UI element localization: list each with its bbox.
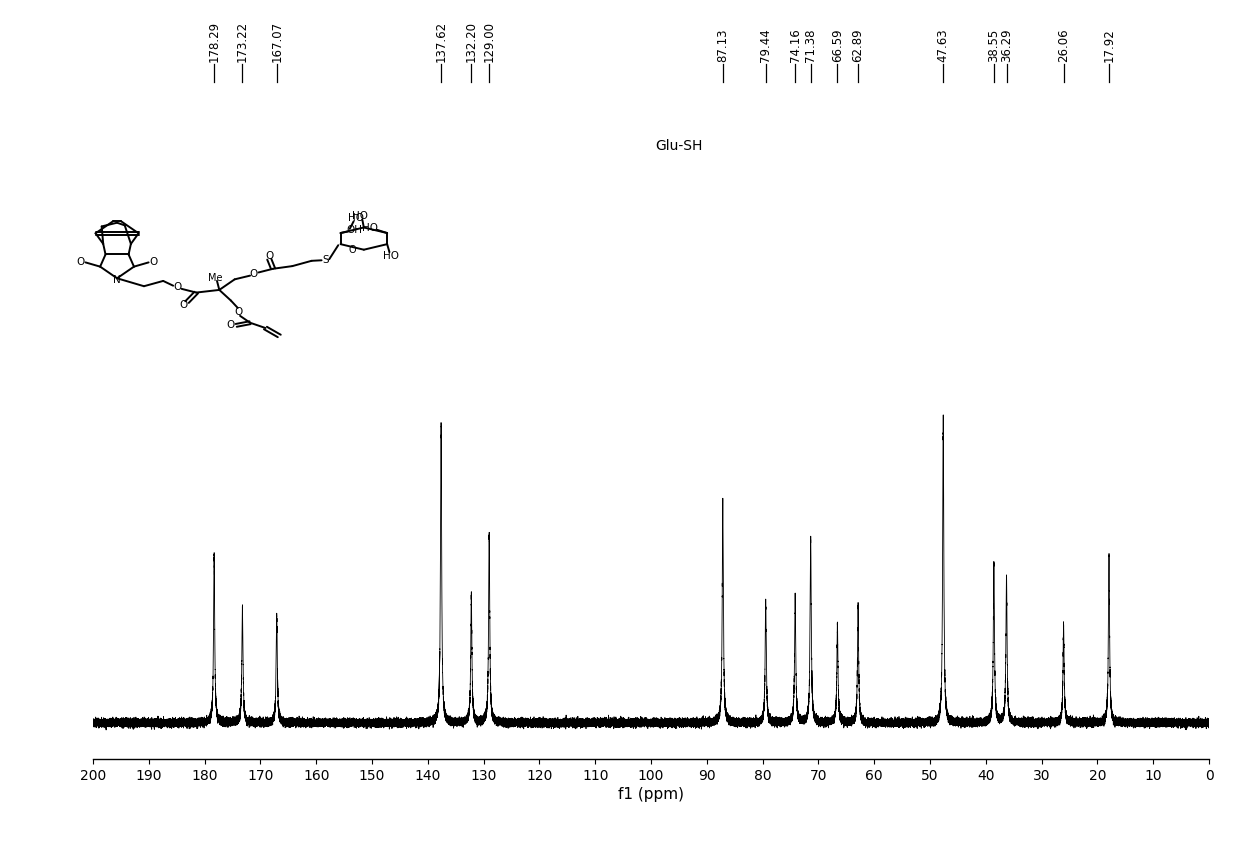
- Text: 129.00: 129.00: [482, 21, 496, 62]
- Text: 87.13: 87.13: [717, 28, 729, 62]
- Text: HO: HO: [352, 211, 368, 221]
- Text: S: S: [322, 255, 329, 265]
- Text: HO: HO: [362, 223, 378, 233]
- Text: O: O: [226, 320, 234, 330]
- Text: 38.55: 38.55: [987, 28, 1001, 62]
- Text: 62.89: 62.89: [852, 28, 864, 62]
- Text: 132.20: 132.20: [465, 21, 477, 62]
- Text: Glu-SH: Glu-SH: [655, 139, 703, 153]
- Text: 66.59: 66.59: [831, 28, 844, 62]
- Text: O: O: [234, 307, 243, 317]
- Text: Me: Me: [208, 274, 223, 283]
- Text: O: O: [265, 251, 273, 261]
- Text: 26.06: 26.06: [1056, 28, 1070, 62]
- Text: O: O: [179, 299, 187, 310]
- Text: OH: OH: [346, 226, 362, 235]
- Text: O: O: [149, 257, 157, 268]
- Text: O: O: [249, 269, 258, 279]
- Text: N: N: [113, 275, 122, 285]
- Text: O: O: [348, 245, 356, 255]
- Text: O: O: [77, 257, 86, 268]
- Text: HO: HO: [348, 214, 363, 223]
- Text: 167.07: 167.07: [270, 21, 283, 62]
- Text: 79.44: 79.44: [759, 28, 773, 62]
- Text: 173.22: 173.22: [236, 21, 249, 62]
- Text: O: O: [172, 282, 181, 293]
- Text: 36.29: 36.29: [999, 28, 1013, 62]
- Text: 71.38: 71.38: [805, 28, 817, 62]
- Text: 137.62: 137.62: [434, 21, 448, 62]
- Text: 178.29: 178.29: [207, 21, 221, 62]
- Text: HO: HO: [383, 251, 399, 261]
- X-axis label: f1 (ppm): f1 (ppm): [618, 788, 684, 802]
- Text: 17.92: 17.92: [1102, 28, 1116, 62]
- Text: 47.63: 47.63: [936, 28, 950, 62]
- Text: 74.16: 74.16: [789, 28, 802, 62]
